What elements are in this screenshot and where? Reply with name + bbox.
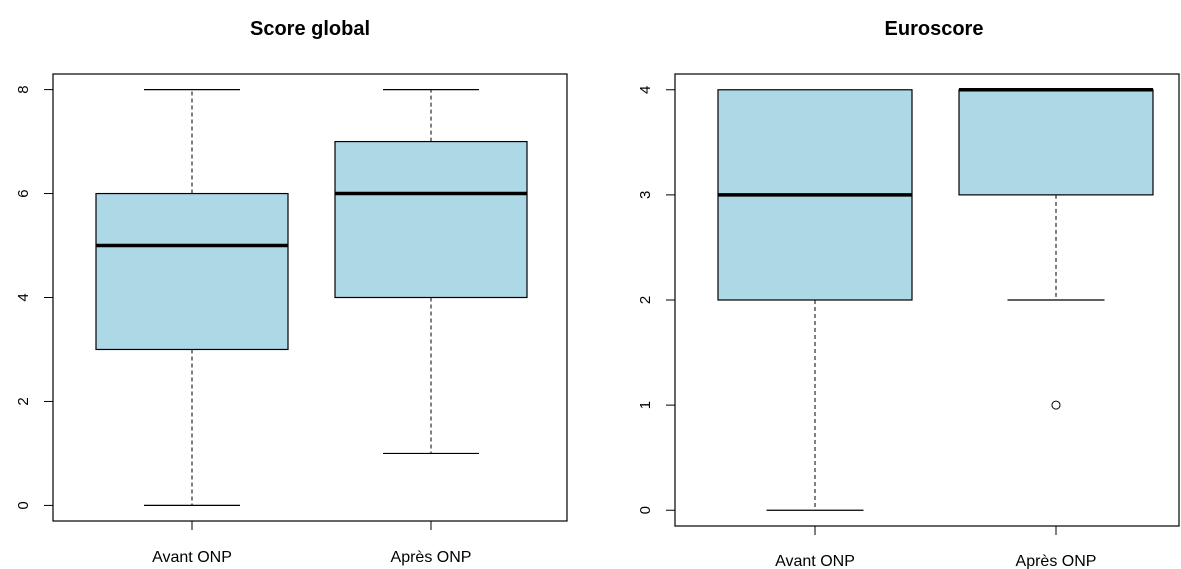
- y-tick-label: 0: [637, 506, 654, 514]
- y-tick-label: 3: [637, 191, 654, 199]
- x-tick-label: Avant ONP: [775, 553, 855, 569]
- y-tick-label: 4: [15, 293, 32, 301]
- box-score-global-0: [95, 192, 289, 351]
- y-tick-label: 1: [637, 401, 654, 409]
- x-tick-label: Après ONP: [1016, 553, 1097, 569]
- y-tick-label: 8: [15, 85, 32, 93]
- box-score-global-1: [334, 140, 528, 299]
- chart-title-score-global: Score global: [249, 18, 371, 40]
- y-tick-label: 2: [15, 397, 32, 405]
- outlier-point: [1051, 400, 1061, 410]
- chart-title-euroscore: Euroscore: [884, 18, 984, 40]
- x-tick-label: Après ONP: [391, 549, 472, 566]
- box-euroscore-1: [958, 89, 1154, 196]
- y-tick-label: 0: [15, 501, 32, 509]
- x-tick-label: Avant ONP: [152, 549, 232, 566]
- y-tick-label: 6: [15, 189, 32, 197]
- y-tick-label: 2: [637, 296, 654, 304]
- y-tick-label: 4: [637, 86, 654, 94]
